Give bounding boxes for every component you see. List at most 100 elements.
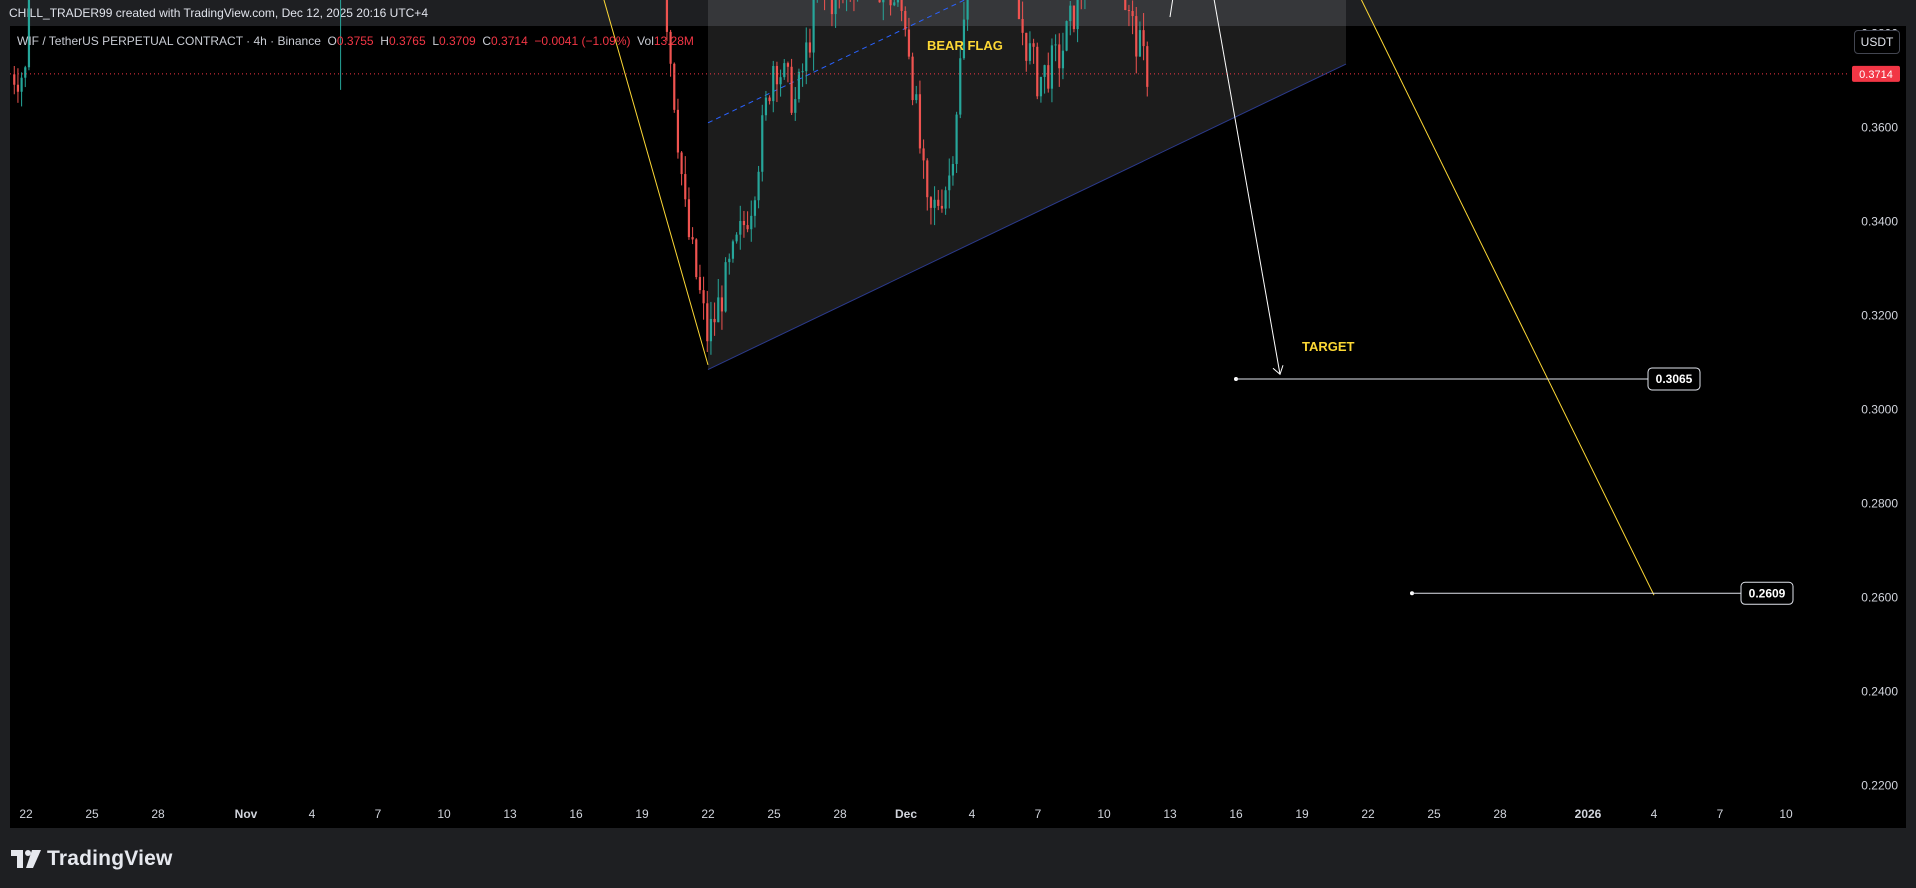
candle-body	[706, 303, 709, 342]
current-price-tag	[1852, 65, 1900, 82]
candle-body	[735, 234, 738, 242]
channel-fill	[708, 0, 1346, 370]
candle-body	[904, 10, 907, 30]
x-tick-label: 28	[151, 807, 165, 821]
candle-body	[951, 163, 955, 176]
tradingview-logo[interactable]: TradingView	[11, 847, 173, 871]
candle-body	[757, 171, 760, 201]
attribution-text: CHILL_TRADER99 created with TradingView.…	[9, 6, 428, 20]
x-tick-label: 28	[833, 807, 847, 821]
candle-body	[739, 221, 742, 235]
candle-body	[937, 199, 940, 206]
top-bar: CHILL_TRADER99 created with TradingView.…	[0, 0, 1916, 26]
candle-body	[812, 0, 815, 53]
channel-lower-line	[707, 63, 1347, 371]
symbol-legend: WIF / TetherUS PERPETUAL CONTRACT · 4h ·…	[17, 34, 694, 48]
x-tick-label: 10	[1097, 807, 1111, 821]
y-tick-label: 0.2800	[1861, 497, 1898, 511]
candle-body	[882, 0, 885, 3]
legend-vol: 13.28M	[653, 34, 694, 48]
candle-body	[1127, 10, 1131, 12]
x-tick-label: 25	[1427, 807, 1441, 821]
time-axis: 22 25 28 Nov 4 7 10 13 16 19 22 25 28 Dec 4 7 10 13 16 19 22…	[19, 807, 1793, 821]
candle-body	[761, 115, 764, 172]
candle-body	[783, 63, 786, 78]
price-axis: 0.52000.50000.48000.46000.44000.42000.40…	[1861, 27, 1898, 793]
candle-body	[1028, 43, 1032, 61]
candle-body	[13, 74, 16, 85]
legend-close-label: C	[482, 34, 492, 48]
candle-body	[1061, 50, 1065, 69]
chart-frame[interactable]	[10, 26, 1906, 828]
trend-line	[1213, 0, 1281, 375]
candle-body	[926, 160, 929, 198]
x-tick-label: 19	[635, 807, 649, 821]
candle-body	[709, 318, 713, 342]
y-tick-label: 0.3000	[1861, 403, 1898, 417]
candle-body	[1124, 0, 1127, 11]
candle-body	[907, 29, 911, 57]
candle-body	[1138, 30, 1142, 57]
candle-body	[768, 97, 771, 102]
candle-body	[948, 175, 951, 191]
candle-body	[779, 77, 782, 85]
candle-body	[893, 2, 896, 6]
candle-body	[962, 19, 966, 59]
candle-body	[790, 66, 793, 113]
current-price-label: 0.3714	[1859, 69, 1893, 81]
candle-body	[1043, 65, 1046, 77]
x-tick-label: 25	[85, 807, 99, 821]
candle-body	[746, 225, 749, 230]
candle-body	[1065, 21, 1068, 51]
level-price-label: 0.2609	[1749, 586, 1786, 600]
x-tick-label: 10	[437, 807, 451, 821]
legend-open: 0.3755	[336, 34, 374, 48]
candle-body	[728, 258, 731, 263]
bear-flag-title: BEAR FLAG	[927, 38, 1003, 53]
candle-body	[929, 197, 933, 208]
x-tick-label: 4	[969, 807, 976, 821]
candle-body	[673, 63, 676, 110]
currency-button[interactable]: USDT	[1854, 30, 1900, 54]
legend-close: 0.3714	[491, 34, 528, 48]
candle-body	[676, 109, 680, 153]
x-tick-label: 19	[1295, 807, 1309, 821]
x-tick-label: 7	[375, 807, 382, 821]
channel-layer	[707, 0, 1347, 371]
candle-body	[665, 0, 669, 32]
candle-body	[731, 241, 735, 259]
candle-body	[1076, 0, 1079, 30]
candle-body	[27, 0, 31, 68]
candle-body	[834, 0, 837, 15]
x-tick-label: 4	[1651, 807, 1658, 821]
candle-body	[764, 97, 768, 116]
candle-body	[896, 0, 900, 3]
candle-body	[900, 0, 903, 11]
candle-body	[1058, 44, 1061, 69]
candle-body	[1032, 43, 1035, 47]
legend-high: 0.3765	[388, 34, 426, 48]
candle-body	[1036, 46, 1039, 97]
candles-layer	[13, 0, 1149, 355]
candle-body	[889, 0, 892, 6]
legend-high-label: H	[380, 34, 389, 48]
tradingview-logo-icon	[11, 850, 41, 868]
candle-body	[1050, 45, 1054, 89]
candle-body	[24, 67, 27, 78]
trendlines-layer	[603, 0, 1655, 596]
candle-body	[922, 148, 925, 161]
y-tick-label: 0.2400	[1861, 685, 1898, 699]
candle-body	[684, 174, 687, 200]
candle-body	[742, 221, 746, 226]
candle-body	[808, 42, 812, 53]
candle-body	[750, 215, 753, 230]
y-tick-label: 0.2200	[1861, 779, 1898, 793]
y-tick-label: 0.3400	[1861, 215, 1898, 229]
candle-body	[1047, 65, 1050, 89]
x-tick-label: 16	[1229, 807, 1243, 821]
candle-body	[940, 205, 944, 209]
x-tick-label: 28	[1493, 807, 1507, 821]
candle-body	[1017, 0, 1021, 20]
